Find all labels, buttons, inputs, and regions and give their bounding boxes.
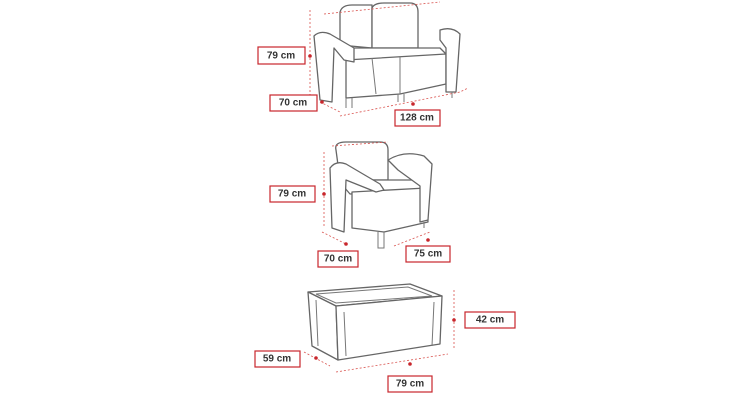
dimension-label: 42 cm: [476, 315, 504, 326]
label: 79 cm: [387, 375, 433, 393]
dimension-label: 79 cm: [396, 379, 424, 390]
dimension-label: 70 cm: [279, 98, 307, 109]
label: 79 cm: [269, 185, 316, 203]
armchair-drawing: [321, 141, 433, 249]
label: 79 cm: [257, 46, 306, 65]
dimension-label: 70 cm: [324, 254, 352, 265]
dimension-label: 128 cm: [400, 113, 434, 124]
dimension-label: 59 cm: [263, 354, 291, 365]
marker: [452, 318, 456, 322]
marker: [322, 192, 326, 196]
marker: [408, 362, 412, 366]
marker: [314, 356, 318, 360]
marker: [320, 100, 324, 104]
sofa-drawing: [309, 1, 469, 117]
dimension-label: 79 cm: [267, 51, 295, 62]
dimension-label: 79 cm: [278, 189, 306, 200]
table-drawing: [303, 283, 455, 373]
marker: [426, 238, 430, 242]
marker: [308, 54, 312, 58]
label: 75 cm: [405, 245, 451, 263]
marker: [344, 242, 348, 246]
label: 59 cm: [254, 350, 301, 368]
label: 70 cm: [269, 94, 318, 112]
label: 128 cm: [394, 109, 441, 127]
dimension-label: 75 cm: [414, 249, 442, 260]
marker: [411, 102, 415, 106]
label: 70 cm: [317, 250, 359, 268]
label: 42 cm: [464, 311, 516, 329]
